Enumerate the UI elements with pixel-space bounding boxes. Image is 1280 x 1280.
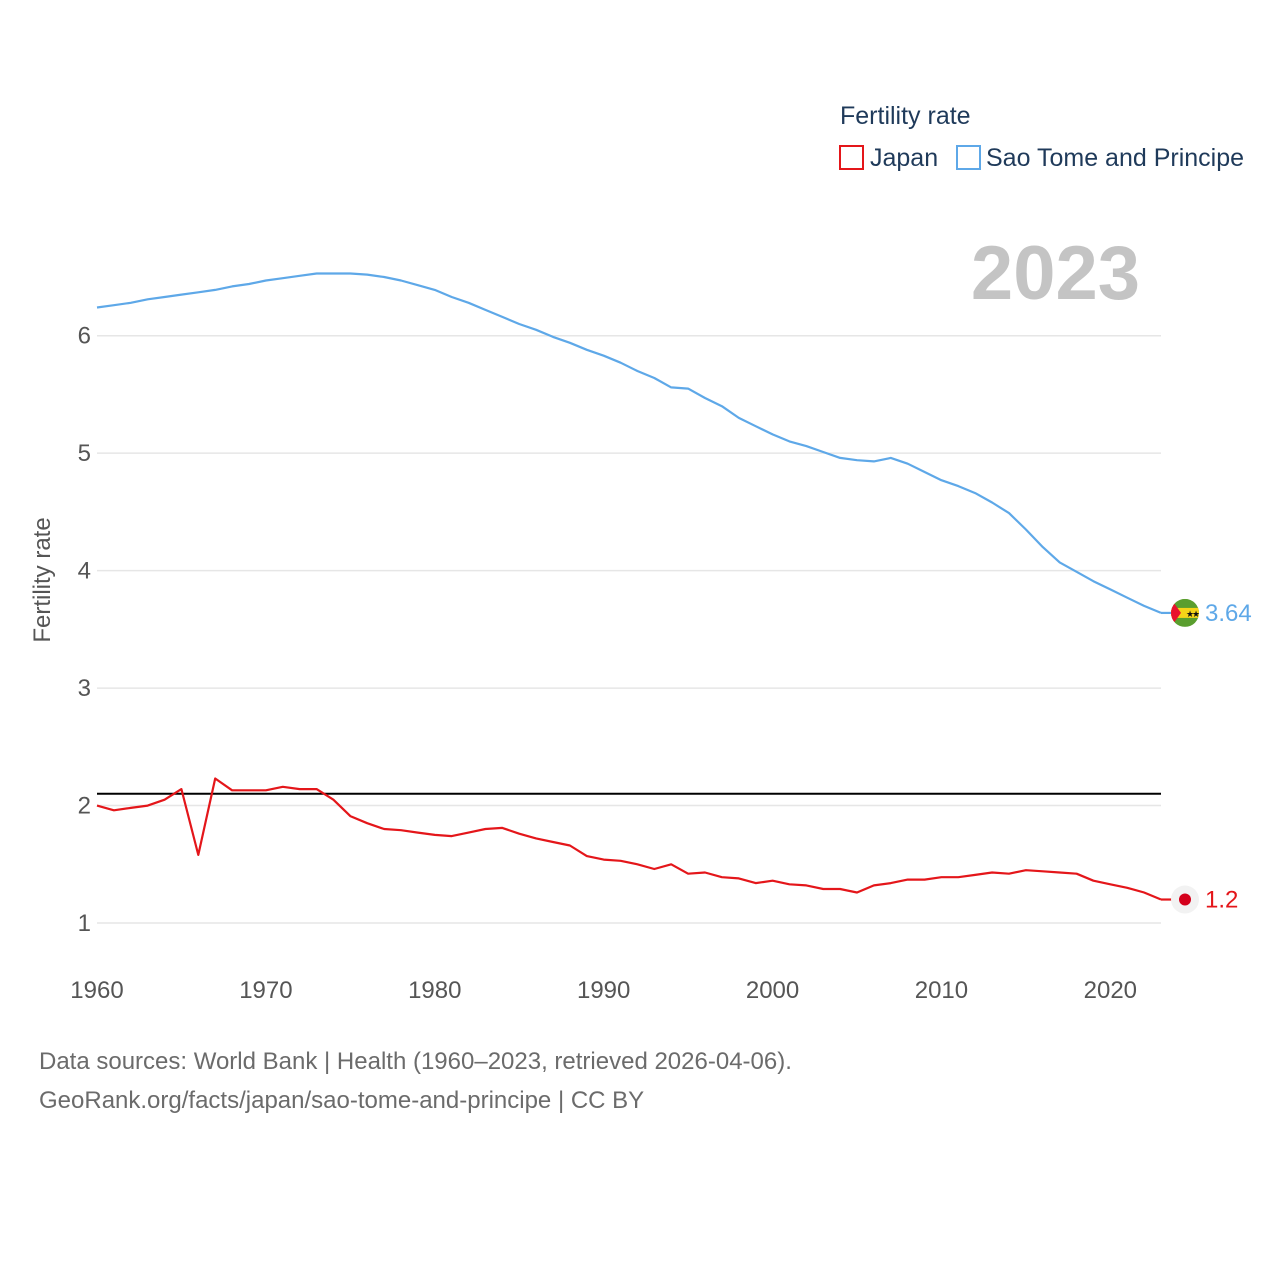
y-tick-label: 1 (78, 910, 91, 937)
y-axis-ticks: 1 2 3 4 5 6 (78, 323, 91, 937)
svg-text:★: ★ (1192, 609, 1200, 619)
sao-tome-flag-icon: ★ ★ (1171, 598, 1200, 627)
sao-tome-end-marker: ★ ★ 3.64 (1171, 598, 1252, 627)
source-line-1: Data sources: World Bank | Health (1960–… (39, 1048, 792, 1075)
legend-label-sao-tome-and-principe: Sao Tome and Principe (986, 144, 1244, 172)
current-year-label: 2023 (971, 231, 1140, 316)
x-axis-ticks: 1960 1970 1980 1990 2000 2010 2020 (70, 977, 1137, 1004)
legend-item-japan[interactable]: Japan (839, 144, 938, 172)
x-tick-label: 2000 (746, 977, 799, 1004)
y-tick-label: 3 (78, 675, 91, 702)
series-line-japan[interactable] (96, 777, 1162, 901)
legend-label-japan: Japan (870, 144, 938, 172)
x-tick-label: 1960 (70, 977, 123, 1004)
legend-swatch-sao-tome-and-principe (956, 145, 981, 170)
x-tick-label: 1970 (239, 977, 292, 1004)
x-tick-label: 1980 (408, 977, 461, 1004)
japan-end-value: 1.2 (1205, 887, 1238, 914)
source-line-2[interactable]: GeoRank.org/facts/japan/sao-tome-and-pri… (39, 1087, 645, 1114)
japan-flag-icon (1171, 885, 1199, 914)
y-tick-label: 6 (78, 323, 91, 350)
sao-tome-end-value: 3.64 (1205, 600, 1252, 627)
y-tick-label: 2 (78, 793, 91, 820)
x-tick-label: 1990 (577, 977, 630, 1004)
fertility-rate-chart: 1 2 3 4 5 6 1960 1970 1980 1990 2000 2010 2020 Fert… (29, 102, 1252, 1004)
legend-swatch-japan (839, 145, 864, 170)
legend-title: Fertility rate (840, 102, 971, 130)
legend: Fertility rate Japan Sao Tome and Princi… (839, 102, 1244, 172)
series-line-sao-tome-and-principe[interactable] (96, 272, 1162, 614)
x-tick-label: 2010 (915, 977, 968, 1004)
y-tick-label: 5 (78, 440, 91, 467)
svg-text:★: ★ (1186, 609, 1194, 619)
y-tick-label: 4 (78, 558, 91, 585)
x-tick-label: 2020 (1084, 977, 1137, 1004)
y-axis-title: Fertility rate (29, 517, 56, 642)
japan-end-marker: 1.2 (1171, 885, 1238, 914)
data-source-note: Data sources: World Bank | Health (1960–… (39, 1042, 792, 1120)
legend-item-sao-tome-and-principe[interactable]: Sao Tome and Principe (956, 144, 1244, 172)
gridlines (97, 334, 1161, 924)
